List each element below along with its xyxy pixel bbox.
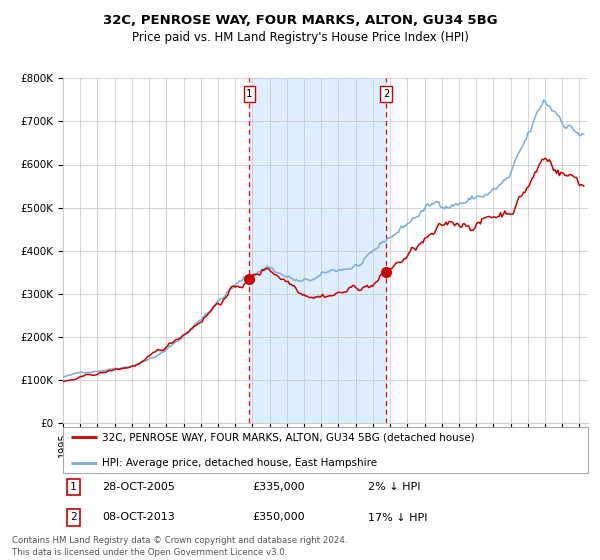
Bar: [250, 78, 386, 423]
Text: 1: 1: [246, 89, 253, 99]
Text: £350,000: £350,000: [252, 512, 305, 522]
Text: 08-OCT-2013: 08-OCT-2013: [103, 512, 175, 522]
Text: 32C, PENROSE WAY, FOUR MARKS, ALTON, GU34 5BG: 32C, PENROSE WAY, FOUR MARKS, ALTON, GU3…: [103, 14, 497, 27]
Text: Price paid vs. HM Land Registry's House Price Index (HPI): Price paid vs. HM Land Registry's House …: [131, 31, 469, 44]
Text: 2: 2: [383, 89, 389, 99]
Text: Contains HM Land Registry data © Crown copyright and database right 2024.
This d: Contains HM Land Registry data © Crown c…: [12, 536, 347, 557]
Text: 32C, PENROSE WAY, FOUR MARKS, ALTON, GU34 5BG (detached house): 32C, PENROSE WAY, FOUR MARKS, ALTON, GU3…: [103, 432, 475, 442]
Text: HPI: Average price, detached house, East Hampshire: HPI: Average price, detached house, East…: [103, 458, 377, 468]
Text: 17% ↓ HPI: 17% ↓ HPI: [367, 512, 427, 522]
Text: 1: 1: [70, 482, 77, 492]
Text: 2: 2: [70, 512, 77, 522]
Text: £335,000: £335,000: [252, 482, 305, 492]
Text: 2% ↓ HPI: 2% ↓ HPI: [367, 482, 420, 492]
Text: 28-OCT-2005: 28-OCT-2005: [103, 482, 175, 492]
FancyBboxPatch shape: [63, 427, 588, 473]
